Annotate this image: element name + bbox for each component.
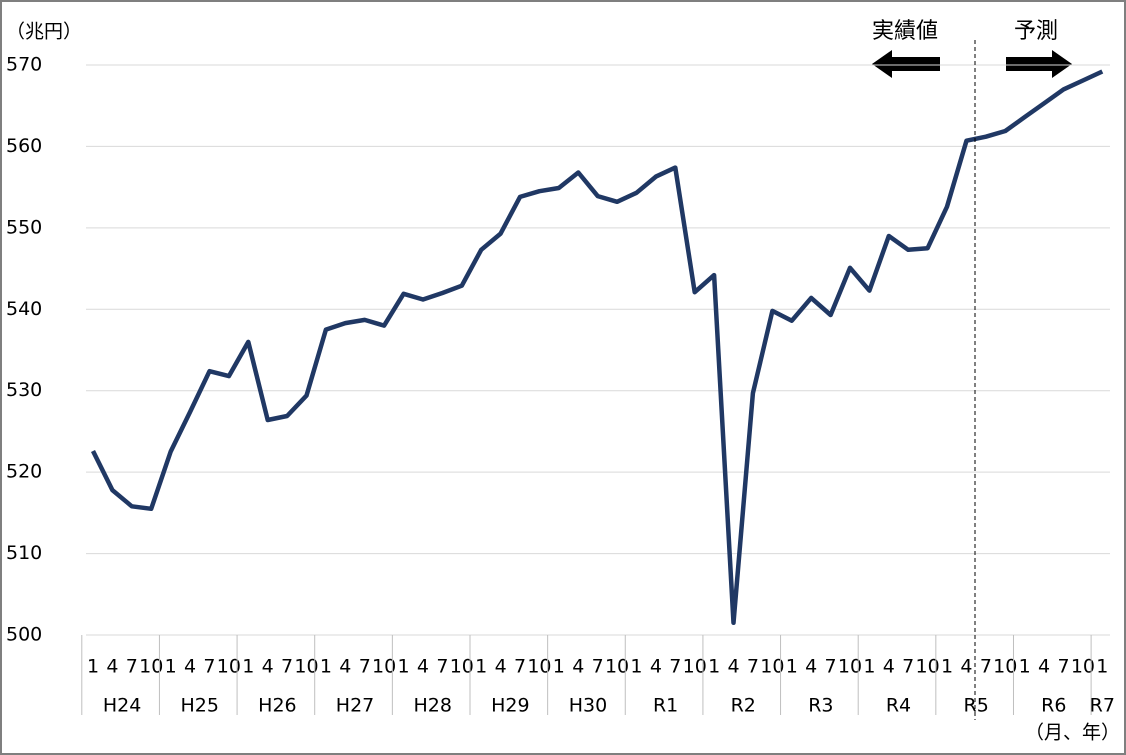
x-tick-label: 10: [527, 656, 551, 678]
x-year-label: R4: [886, 695, 911, 717]
x-unit: （月、年）: [1025, 722, 1120, 744]
x-tick-label: 7: [825, 656, 837, 678]
y-tick-label: 530: [6, 379, 42, 401]
x-tick-label: 4: [805, 656, 817, 678]
x-tick-label: 4: [495, 656, 507, 678]
x-tick-label: 10: [294, 656, 318, 678]
x-tick-label: 4: [417, 656, 429, 678]
x-tick-label: 4: [883, 656, 895, 678]
x-tick-label: 7: [1057, 656, 1069, 678]
x-tick-label: 4: [727, 656, 739, 678]
x-tick-label: 1: [165, 656, 177, 678]
arrow-left: [872, 50, 940, 78]
x-year-label: R3: [808, 695, 833, 717]
x-tick-label: 7: [514, 656, 526, 678]
x-tick-label: 7: [980, 656, 992, 678]
x-tick-label: 1: [242, 656, 254, 678]
x-tick-label: 7: [902, 656, 914, 678]
x-tick-label: 7: [126, 656, 138, 678]
x-year-label: R5: [964, 695, 989, 717]
x-tick-label: 10: [1071, 656, 1095, 678]
annotation-forecast: 予測: [1014, 19, 1058, 44]
y-unit: （兆円）: [6, 21, 82, 43]
x-tick-label: 1: [630, 656, 642, 678]
x-tick-label: 7: [747, 656, 759, 678]
x-tick-label: 4: [1038, 656, 1050, 678]
x-tick-label: 7: [592, 656, 604, 678]
x-tick-label: 1: [1096, 656, 1108, 678]
x-tick-label: 4: [262, 656, 274, 678]
x-year-label: H24: [103, 695, 141, 717]
x-year-label: R7: [1090, 695, 1115, 717]
x-year-label: H30: [569, 695, 607, 717]
x-tick-label: 1: [786, 656, 798, 678]
x-tick-label: 1: [941, 656, 953, 678]
x-tick-label: 10: [993, 656, 1017, 678]
y-tick-label: 520: [6, 461, 42, 483]
x-tick-label: 1: [553, 656, 565, 678]
x-tick-label: 1: [398, 656, 410, 678]
y-tick-label: 560: [6, 135, 42, 157]
x-tick-label: 1: [320, 656, 332, 678]
x-tick-label: 7: [669, 656, 681, 678]
x-tick-label: 1: [708, 656, 720, 678]
data-line: [90, 69, 1104, 626]
x-tick-label: 7: [359, 656, 371, 678]
x-year-label: H25: [181, 695, 219, 717]
x-tick-label: 1: [87, 656, 99, 678]
x-tick-label: 4: [650, 656, 662, 678]
x-tick-label: 10: [838, 656, 862, 678]
x-tick-label: 10: [760, 656, 784, 678]
x-tick-label: 1: [1019, 656, 1031, 678]
x-tick-label: 10: [217, 656, 241, 678]
x-tick-label: 4: [106, 656, 118, 678]
y-tick-label: 540: [6, 298, 42, 320]
x-tick-label: 4: [184, 656, 196, 678]
x-tick-label: 10: [605, 656, 629, 678]
annotation-actual: 実績値: [872, 19, 938, 44]
y-tick-label: 500: [6, 624, 42, 646]
x-year-label: R1: [653, 695, 678, 717]
x-year-label: R6: [1041, 695, 1066, 717]
arrow-right: [1006, 50, 1072, 78]
x-tick-label: 4: [572, 656, 584, 678]
x-tick-label: 10: [450, 656, 474, 678]
x-tick-label: 10: [372, 656, 396, 678]
x-tick-label: 7: [203, 656, 215, 678]
y-tick-label: 550: [6, 216, 42, 238]
x-tick-label: 4: [960, 656, 972, 678]
y-tick-label: 510: [6, 542, 42, 564]
x-tick-label: 1: [863, 656, 875, 678]
x-tick-label: 1: [475, 656, 487, 678]
x-year-label: R2: [731, 695, 756, 717]
x-year-label: H29: [491, 695, 529, 717]
x-tick-label: 10: [916, 656, 940, 678]
x-tick-label: 4: [339, 656, 351, 678]
x-tick-label: 7: [436, 656, 448, 678]
x-tick-label: 7: [281, 656, 293, 678]
x-tick-label: 10: [139, 656, 163, 678]
x-year-label: H27: [336, 695, 374, 717]
y-tick-label: 570: [6, 54, 42, 76]
x-year-label: H26: [258, 695, 296, 717]
x-year-label: H28: [413, 695, 451, 717]
x-tick-label: 10: [683, 656, 707, 678]
